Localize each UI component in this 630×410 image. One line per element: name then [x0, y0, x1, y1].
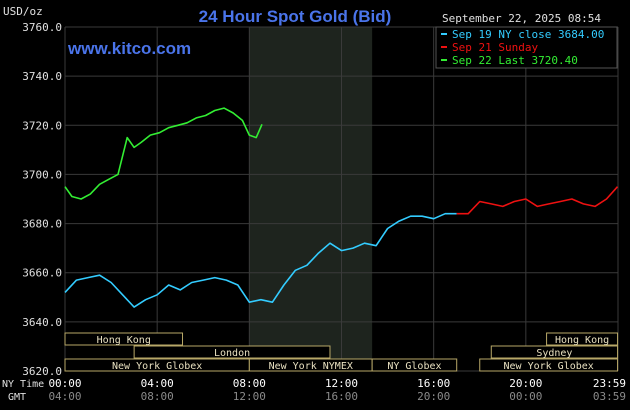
legend-box — [435, 26, 618, 69]
session-label: NY Globex — [387, 361, 441, 372]
session-bar — [479, 358, 619, 372]
y-tick-label: 3660.0 — [22, 267, 62, 280]
x-tick-label-ny: 04:00 — [141, 377, 174, 390]
session-bar — [546, 332, 619, 346]
watermark: www.kitco.com — [67, 39, 191, 58]
x-axis-labels: 00:0004:0004:0008:0008:0012:0012:0016:00… — [48, 377, 626, 403]
y-tick-label: 3640.0 — [22, 316, 62, 329]
grid-lines — [64, 26, 619, 372]
y-tick-label: 3620.0 — [22, 365, 62, 378]
legend-label: Sep 19 NY close 3684.00 — [452, 28, 604, 41]
x-tick-label-ny: 23:59 — [593, 377, 626, 390]
session-bar — [133, 345, 331, 359]
session-bar — [371, 358, 458, 372]
series-line — [456, 186, 619, 215]
legend-label: Sep 22 Last 3720.40 — [452, 54, 578, 67]
x-row-label-gmt: GMT — [8, 392, 26, 403]
session-label: London — [214, 348, 250, 359]
x-tick-label-gmt: 04:00 — [48, 390, 81, 403]
session-label: Hong Kong — [555, 335, 609, 346]
session-bar — [64, 332, 184, 346]
x-tick-label-ny: 20:00 — [509, 377, 542, 390]
session-label: New York Globex — [112, 361, 202, 372]
x-tick-label-ny: 12:00 — [325, 377, 358, 390]
session-bars: Hong Kong London New York Globex New York N… — [64, 332, 619, 372]
y-tick-label: 3760.0 — [22, 21, 62, 34]
session-highlight — [249, 27, 373, 371]
y-axis-unit: USD/oz — [3, 5, 43, 18]
price-lines — [64, 107, 619, 308]
x-tick-label-ny: 00:00 — [48, 377, 81, 390]
x-tick-label-gmt: 00:00 — [509, 390, 542, 403]
y-tick-label: 3720.0 — [22, 119, 62, 132]
session-bar — [490, 345, 619, 359]
x-tick-label-ny: 08:00 — [233, 377, 266, 390]
chart-title: 24 Hour Spot Gold (Bid) — [199, 7, 392, 26]
y-tick-label: 3740.0 — [22, 70, 62, 83]
x-tick-label-gmt: 16:00 — [325, 390, 358, 403]
y-axis-labels: 3760.0 3740.0 3720.0 3700.0 3680.0 3660.0 3640… — [22, 21, 62, 378]
timestamp: September 22, 2025 08:54 — [442, 12, 601, 25]
legend-label: Sep 21 Sunday — [452, 41, 538, 54]
x-tick-label-gmt: 08:00 — [141, 390, 174, 403]
x-row-label-ny: NY Time — [2, 379, 44, 390]
y-tick-label: 3680.0 — [22, 218, 62, 231]
x-tick-label-gmt: 03:59 — [593, 390, 626, 403]
series-line — [64, 212, 457, 308]
session-label: Hong Kong — [97, 335, 151, 346]
x-tick-label-ny: 16:00 — [417, 377, 450, 390]
session-label: New York NYMEX — [269, 361, 353, 372]
session-label: New York Globex — [503, 361, 593, 372]
series-line — [64, 107, 263, 200]
x-tick-label-gmt: 20:00 — [417, 390, 450, 403]
session-label: Sydney — [536, 348, 572, 359]
x-tick-label-gmt: 12:00 — [233, 390, 266, 403]
y-tick-label: 3700.0 — [22, 168, 62, 181]
